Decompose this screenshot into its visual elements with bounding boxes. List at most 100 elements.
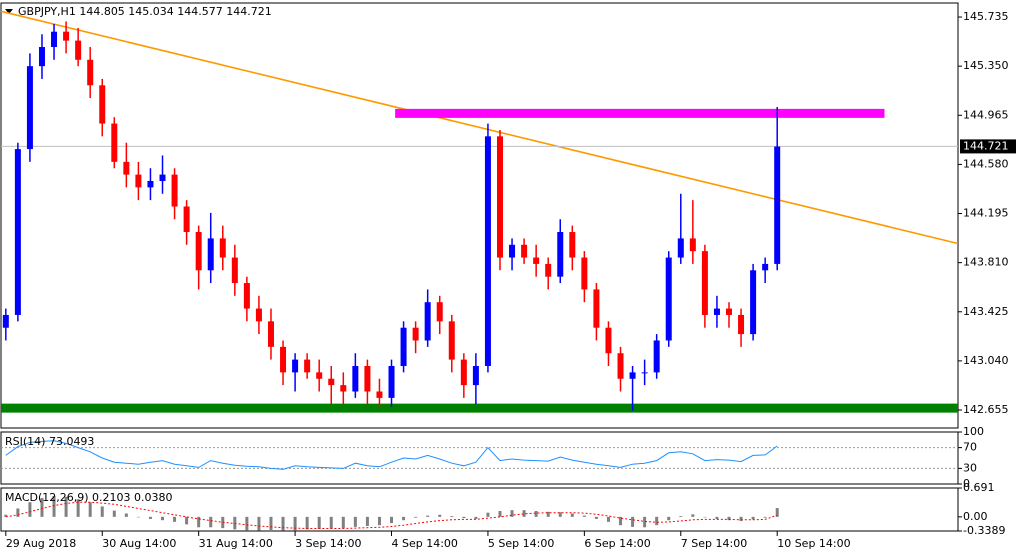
candle-body [725,308,732,315]
candle-body [38,47,45,67]
candle-body [2,314,9,328]
x-tick-label: 31 Aug 14:00 [199,537,273,550]
candle-body [364,365,371,392]
macd-bar [570,513,574,517]
candle-body [605,327,612,354]
macd-bar [173,516,177,522]
candle-body [51,31,58,48]
macd-bar [52,495,56,517]
y-tick-label: 144.195 [963,207,1009,220]
y-tick-label: 0.691 [963,481,995,494]
candle-body [762,263,769,271]
candle-body [557,232,564,277]
candle-body [376,391,383,398]
candle-body [75,40,82,60]
candle-body [63,31,70,41]
macd-bar [763,516,767,518]
macd-bar [148,516,152,519]
candle-body [460,359,467,386]
candle-body [653,340,660,373]
macd-bar [76,499,80,517]
candle-body [340,385,347,392]
candle-body [219,238,226,258]
candle-body [412,327,419,341]
macd-bar [209,516,213,528]
candle-body [629,372,636,379]
y-tick-label: 0 [963,477,970,490]
macd-bar [438,514,442,517]
x-tick-label: 7 Sep 14:00 [681,537,747,550]
candle-body [472,365,479,386]
macd-bar [341,516,345,529]
candle-body [195,232,202,271]
y-tick-label: 143.040 [963,354,1009,367]
macd-bar [390,516,394,524]
macd-bar [691,514,695,517]
macd-bar [474,516,478,519]
y-tick-label: 143.810 [963,256,1009,269]
indicator-title: MACD(12,26,9) 0.2103 0.0380 [5,491,173,504]
candle-body [738,314,745,335]
candle-body [436,302,443,322]
macd-bar [715,516,719,519]
y-tick-label: 143.425 [963,305,1009,318]
macd-bar [679,516,683,517]
y-tick-label: 70 [963,441,977,454]
candle-body [171,174,178,207]
macd-bar [606,516,610,522]
macd-bar [185,516,189,525]
macd-bar [365,516,369,527]
candle-body [26,66,33,150]
macd-bar [124,513,128,517]
candle-body [677,238,684,258]
candle-body [424,302,431,341]
candle-body [509,244,516,258]
chart-title: GBPJPY,H1 144.805 145.034 144.577 144.72… [18,5,272,18]
y-tick-label: 30 [963,461,977,474]
candle-body [400,327,407,366]
macd-bar [317,516,321,529]
rsi-panel-frame [0,431,959,485]
candle-body [774,146,781,264]
candle-body [111,123,118,162]
price-panel-frame [0,2,959,429]
candle-body [316,372,323,379]
candle-body [617,353,624,379]
macd-bar [486,512,490,517]
candle-body [280,346,287,373]
candle-body [448,321,455,360]
x-tick-label: 10 Sep 14:00 [777,537,850,550]
candle-body [496,136,503,258]
macd-bar [161,516,165,521]
symbol-menu-icon[interactable] [5,9,13,14]
candle-body [388,365,395,398]
candle-body [87,59,94,86]
indicator-title: RSI(14) 73.0493 [5,435,94,448]
x-tick-label: 29 Aug 2018 [6,537,76,550]
candle-body [641,372,648,374]
macd-bar [582,515,586,517]
candle-body [159,174,166,181]
macd-bar [329,516,333,529]
macd-bar [414,516,418,518]
macd-bar [88,502,92,517]
macd-bar [402,516,406,521]
candle-body [593,289,600,328]
macd-bar [293,516,297,531]
macd-bar [522,510,526,517]
macd-bar [534,511,538,517]
candle-body [521,244,528,258]
y-tick-label: 100 [963,425,984,438]
macd-bar [643,516,647,528]
x-tick-label: 4 Sep 14:00 [392,537,458,550]
y-tick-label: 142.655 [963,403,1009,416]
macd-bar [546,511,550,517]
candle-body [689,238,696,252]
candle-body [135,174,142,188]
candle-body [545,263,552,277]
candle-body [304,359,311,373]
candle-body [713,308,720,315]
candle-body [267,321,274,347]
candle-body [701,251,708,315]
